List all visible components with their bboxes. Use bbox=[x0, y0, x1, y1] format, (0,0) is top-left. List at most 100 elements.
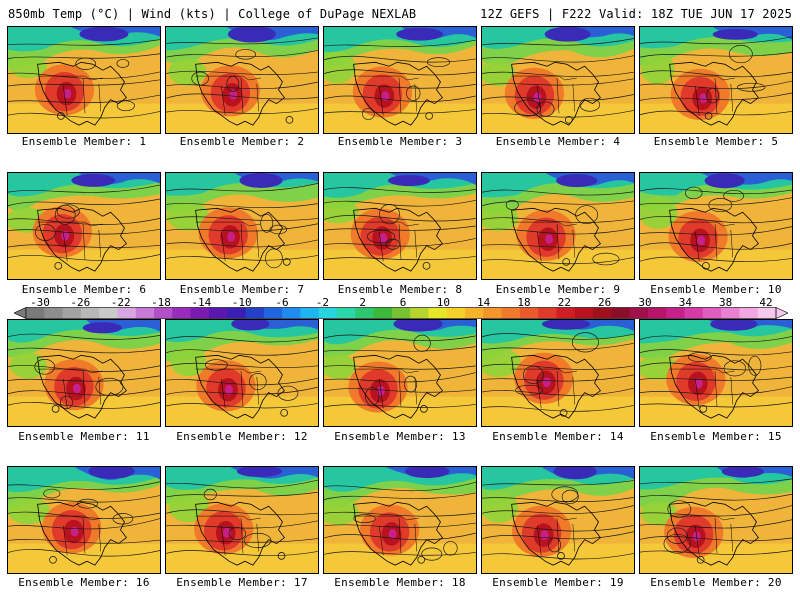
ensemble-member-map bbox=[323, 172, 477, 280]
colorbar-swatch bbox=[80, 307, 100, 319]
ensemble-member-map bbox=[639, 26, 793, 134]
colorbar-tick-label: -26 bbox=[70, 296, 91, 309]
colorbar-swatch bbox=[172, 307, 192, 319]
ensemble-member-map bbox=[639, 172, 793, 280]
ensemble-member-label: Ensemble Member: 19 bbox=[492, 576, 624, 589]
colorbar-swatch bbox=[501, 307, 521, 319]
colorbar-tick-label: 2 bbox=[359, 296, 366, 309]
ensemble-member-label: Ensemble Member: 1 bbox=[21, 135, 147, 148]
colorbar-swatch bbox=[593, 307, 612, 319]
ensemble-member-label: Ensemble Member: 3 bbox=[337, 135, 463, 148]
colorbar-swatch bbox=[483, 307, 503, 319]
colorbar-swatch bbox=[721, 307, 740, 319]
ensemble-member-label: Ensemble Member: 10 bbox=[650, 283, 782, 296]
colorbar-swatch bbox=[26, 307, 45, 319]
colorbar-tick-label: 18 bbox=[517, 296, 531, 309]
colorbar-tick-label: -14 bbox=[191, 296, 212, 309]
colorbar-tick-label: 6 bbox=[399, 296, 407, 309]
colorbar-swatch bbox=[44, 307, 63, 319]
ensemble-member-label: Ensemble Member: 5 bbox=[653, 135, 779, 148]
ensemble-member-map bbox=[639, 466, 793, 574]
ensemble-member-label: Ensemble Member: 2 bbox=[179, 135, 305, 148]
colorbar-frame bbox=[25, 307, 777, 319]
colorbar-swatch bbox=[227, 307, 246, 319]
ensemble-member-map bbox=[7, 26, 161, 134]
ensemble-member-label: Ensemble Member: 4 bbox=[495, 135, 621, 148]
colorbar-swatch bbox=[355, 307, 374, 319]
ensemble-member-label: Ensemble Member: 12 bbox=[176, 430, 308, 443]
ensemble-member-label: Ensemble Member: 13 bbox=[334, 430, 466, 443]
colorbar-tick-label: 10 bbox=[436, 296, 450, 309]
colorbar-swatch bbox=[263, 307, 283, 319]
colorbar-swatch bbox=[135, 307, 155, 319]
ensemble-member-map bbox=[323, 319, 477, 427]
colorbar-swatch bbox=[465, 307, 484, 319]
colorbar-tick-label: -22 bbox=[110, 296, 131, 309]
colorbar-swatch bbox=[318, 307, 338, 319]
colorbar-swatch bbox=[282, 307, 301, 319]
ensemble-member-map bbox=[481, 172, 635, 280]
colorbar-tick-label: 30 bbox=[638, 296, 652, 309]
colorbar-swatch bbox=[702, 307, 722, 319]
ensemble-member-map bbox=[323, 466, 477, 574]
ensemble-member-label: Ensemble Member: 15 bbox=[650, 430, 782, 443]
ensemble-member-label: Ensemble Member: 7 bbox=[179, 283, 305, 296]
colorbar-swatch bbox=[190, 307, 210, 319]
colorbar-swatch bbox=[117, 307, 137, 319]
colorbar-swatch bbox=[684, 307, 704, 319]
colorbar-tick-labels: -30 -26 -22 -18 -14 -10 -6 -2 2 6 10 14 18 22 26 30 34 38… bbox=[14, 296, 788, 309]
colorbar-swatch bbox=[629, 307, 649, 319]
colorbar-swatch bbox=[556, 307, 576, 319]
ensemble-member-label: Ensemble Member: 17 bbox=[176, 576, 308, 589]
colorbar-tick-label: -2 bbox=[315, 296, 329, 309]
ensemble-member-map bbox=[7, 172, 161, 280]
colorbar-swatch bbox=[611, 307, 631, 319]
ensemble-member-label: Ensemble Member: 14 bbox=[492, 430, 624, 443]
ensemble-member-map bbox=[639, 319, 793, 427]
colorbar-tick-label: 38 bbox=[719, 296, 733, 309]
colorbar-tick-label: -10 bbox=[231, 296, 252, 309]
ensemble-member-label: Ensemble Member: 8 bbox=[337, 283, 463, 296]
colorbar-tick-label: -6 bbox=[275, 296, 289, 309]
ensemble-member-map bbox=[481, 26, 635, 134]
colorbar-right-arrow bbox=[775, 307, 788, 319]
ensemble-member-map bbox=[323, 26, 477, 134]
colorbar-swatch bbox=[154, 307, 173, 319]
colorbar-swatch bbox=[446, 307, 466, 319]
colorbar-swatch bbox=[391, 307, 411, 319]
ensemble-member-map bbox=[481, 466, 635, 574]
colorbar-swatch bbox=[62, 307, 82, 319]
ensemble-member-label: Ensemble Member: 16 bbox=[18, 576, 150, 589]
colorbar-tick-label: 34 bbox=[678, 296, 692, 309]
ensemble-member-map bbox=[165, 466, 319, 574]
colorbar-swatch bbox=[666, 307, 685, 319]
colorbar-swatch bbox=[574, 307, 594, 319]
colorbar-tick-label: -30 bbox=[30, 296, 50, 309]
colorbar-swatch bbox=[757, 307, 777, 319]
colorbar-swatch bbox=[647, 307, 667, 319]
colorbar-swatch bbox=[208, 307, 228, 319]
colorbar-swatch bbox=[336, 307, 356, 319]
colorbar-swatch bbox=[300, 307, 320, 319]
ensemble-member-map bbox=[7, 319, 161, 427]
ensemble-member-map bbox=[165, 26, 319, 134]
ensemble-member-label: Ensemble Member: 11 bbox=[18, 430, 150, 443]
colorbar-swatch bbox=[373, 307, 393, 319]
ensemble-member-label: Ensemble Member: 9 bbox=[495, 283, 621, 296]
colorbar-tick-label: 26 bbox=[598, 296, 612, 309]
ensemble-member-map bbox=[7, 466, 161, 574]
colorbar-swatch bbox=[739, 307, 759, 319]
ensemble-member-map bbox=[481, 319, 635, 427]
model-run-info: 12Z GEFS | F222 Valid: 18Z TUE JUN 17 20… bbox=[480, 7, 792, 21]
colorbar-tick-label: 42 bbox=[759, 296, 773, 309]
colorbar-swatch bbox=[428, 307, 448, 319]
ensemble-member-label: Ensemble Member: 18 bbox=[334, 576, 466, 589]
ensemble-member-map bbox=[165, 172, 319, 280]
colorbar-left-arrow bbox=[14, 307, 27, 319]
colorbar-tick-label: -18 bbox=[151, 296, 171, 309]
colorbar-swatch bbox=[410, 307, 429, 319]
ensemble-member-map bbox=[165, 319, 319, 427]
colorbar-swatch bbox=[538, 307, 557, 319]
colorbar-tick-label: 14 bbox=[477, 296, 491, 309]
colorbar-swatch bbox=[245, 307, 265, 319]
